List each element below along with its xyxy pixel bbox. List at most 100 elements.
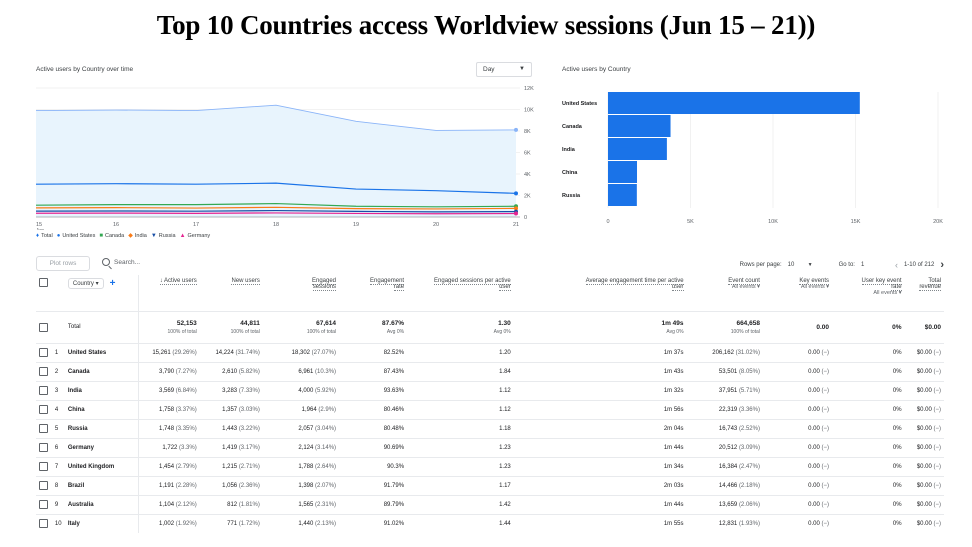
table-cell: 1,964 (2.9%) bbox=[262, 399, 340, 419]
table-cell: 2,057 (3.04%) bbox=[262, 418, 340, 438]
chevron-right-icon[interactable]: › bbox=[940, 259, 944, 271]
x-tick-label: 10K bbox=[768, 219, 778, 225]
table-cell: 0% bbox=[832, 437, 905, 457]
row-checkbox[interactable] bbox=[39, 386, 48, 395]
header-label: Total bbox=[928, 278, 941, 285]
legend-item[interactable]: ▼ Russia bbox=[151, 233, 176, 239]
header-user-key-event-rate[interactable]: User key event rate All events ▾ bbox=[832, 275, 905, 311]
table-row[interactable]: 6 Germany 1,722 (3.3%) 1,419 (3.17%) 2,124 (… bbox=[36, 437, 944, 457]
table-cell: 0.00 (−) bbox=[762, 437, 833, 457]
header-key-events[interactable]: Key events All events ▾ bbox=[763, 275, 832, 311]
header-engagement-rate[interactable]: Engagement rate bbox=[339, 275, 407, 311]
legend-item[interactable]: ■ Canada bbox=[99, 233, 124, 239]
row-checkbox[interactable] bbox=[39, 443, 48, 452]
y-tick-label: 8K bbox=[524, 129, 531, 135]
series-line-united-states bbox=[35, 182, 517, 194]
row-checkbox[interactable] bbox=[39, 462, 48, 471]
header-active-users[interactable]: ↓ Active users bbox=[138, 275, 199, 311]
table-row[interactable]: 3 India 3,569 (6.84%) 3,283 (7.33%) 4,000 (5… bbox=[36, 380, 944, 400]
table-row[interactable]: 9 Australia 1,104 (2.12%) 812 (1.81%) 1,565 … bbox=[36, 494, 944, 514]
row-number: 9 bbox=[51, 494, 65, 514]
table-row[interactable]: 7 United Kingdom 1,454 (2.79%) 1,215 (2.71%… bbox=[36, 456, 944, 476]
table-cell: 1,440 (2.13%) bbox=[262, 513, 340, 533]
bar[interactable] bbox=[608, 161, 638, 183]
table-cell: 37,951 (5.71%) bbox=[686, 380, 763, 400]
plot-rows-button[interactable]: Plot rows bbox=[36, 256, 90, 271]
row-country: Italy bbox=[64, 513, 139, 533]
bar[interactable] bbox=[608, 184, 637, 206]
y-tick-label: 10K bbox=[524, 108, 534, 114]
row-checkbox[interactable] bbox=[39, 367, 48, 376]
table-cell: 771 (1.72%) bbox=[199, 513, 263, 533]
legend-item[interactable]: ♦ Total bbox=[36, 233, 53, 239]
header-sublabel[interactable]: All events ▾ bbox=[800, 284, 830, 290]
table-cell: 1,454 (2.79%) bbox=[138, 456, 200, 476]
row-checkbox[interactable] bbox=[39, 500, 48, 509]
table-cell: 1.42 bbox=[407, 494, 514, 514]
table-cell: 93.63% bbox=[339, 380, 408, 400]
table-cell: 14,224 (31.74%) bbox=[199, 342, 263, 362]
table-cell: 1m 44s bbox=[513, 494, 687, 514]
table-total-row: Total 52,153 100% of total 44,811 100% of to… bbox=[36, 310, 944, 343]
legend-item[interactable]: ● United States bbox=[57, 233, 96, 239]
header-sublabel[interactable]: All events ▾ bbox=[873, 290, 902, 296]
header-total-revenue[interactable]: Total revenue bbox=[905, 275, 944, 311]
table-row[interactable]: 10 Italy 1,002 (1.92%) 771 (1.72%) 1,440 (2.… bbox=[36, 513, 944, 533]
row-checkbox[interactable] bbox=[39, 424, 48, 433]
add-dimension-icon[interactable]: + bbox=[109, 278, 116, 289]
table-cell: 0% bbox=[832, 361, 905, 381]
header-event-count[interactable]: Event count All events ▾ bbox=[687, 275, 763, 311]
header-avg-engagement-time[interactable]: Average engagement time per active user bbox=[514, 275, 687, 311]
header-label: Engagement bbox=[370, 278, 405, 285]
table-cell: 1,748 (3.35%) bbox=[138, 418, 200, 438]
table-cell: 0.00 (−) bbox=[762, 361, 833, 381]
row-checkbox[interactable] bbox=[39, 481, 48, 490]
x-tick-label: 16 bbox=[113, 222, 119, 228]
header-label: New users bbox=[231, 278, 260, 285]
header-sublabel: rate bbox=[891, 284, 902, 291]
bar[interactable] bbox=[608, 115, 671, 137]
bar-category-label: China bbox=[562, 170, 578, 176]
table-cell: 1,722 (3.3%) bbox=[138, 437, 200, 457]
chevron-down-icon[interactable]: ▼ bbox=[807, 262, 813, 268]
table-row[interactable]: 8 Brazil 1,191 (2.28%) 1,056 (2.36%) 1,398 (… bbox=[36, 475, 944, 495]
legend-label: Canada bbox=[104, 233, 125, 239]
goto-input[interactable]: 1 bbox=[860, 262, 865, 268]
series-line-india bbox=[35, 206, 517, 210]
row-number: 8 bbox=[51, 475, 65, 495]
series-line-total bbox=[35, 104, 517, 131]
header-label: Engaged bbox=[312, 278, 337, 285]
table-row[interactable]: 1 United States 15,261 (29.26%) 14,224 (31.… bbox=[36, 342, 944, 362]
table-cell: $0.00 (−) bbox=[904, 342, 944, 362]
bar[interactable] bbox=[608, 92, 860, 114]
header-select-all[interactable] bbox=[36, 275, 52, 311]
dimension-select[interactable]: Country ▾ bbox=[67, 278, 104, 289]
interval-select[interactable]: Day ▼ bbox=[476, 62, 532, 77]
table-cell: 0% bbox=[832, 342, 905, 362]
search-box[interactable]: Search... bbox=[102, 258, 140, 266]
legend-item[interactable]: ▲ Germany bbox=[180, 233, 211, 239]
row-checkbox[interactable] bbox=[39, 348, 48, 357]
bar[interactable] bbox=[608, 138, 667, 160]
header-engaged-sessions-per-user[interactable]: Engaged sessions per active user bbox=[407, 275, 514, 311]
table-row[interactable]: 5 Russia 1,748 (3.35%) 1,443 (3.22%) 2,057 (… bbox=[36, 418, 944, 438]
table-cell: $0.00 (−) bbox=[904, 494, 944, 514]
table-cell: 0% bbox=[832, 399, 905, 419]
row-checkbox[interactable] bbox=[39, 519, 48, 529]
row-checkbox[interactable] bbox=[39, 405, 48, 414]
chevron-left-icon[interactable]: ‹ bbox=[894, 260, 898, 270]
y-tick-label: 0 bbox=[524, 215, 527, 221]
header-engaged-sessions[interactable]: Engaged sessions bbox=[263, 275, 339, 311]
row-checkbox[interactable] bbox=[39, 322, 48, 332]
header-new-users[interactable]: New users bbox=[200, 275, 263, 311]
table-row[interactable]: 4 China 1,758 (3.37%) 1,357 (3.03%) 1,964 (2… bbox=[36, 399, 944, 419]
table-cell: 3,283 (7.33%) bbox=[199, 380, 263, 400]
rows-per-page-select[interactable]: 10 bbox=[788, 262, 802, 268]
table-cell: 0.00 (−) bbox=[762, 418, 833, 438]
select-all-checkbox[interactable] bbox=[39, 278, 48, 287]
header-sublabel[interactable]: All events ▾ bbox=[731, 284, 760, 290]
table-cell: $0.00 (−) bbox=[904, 399, 944, 419]
table-row[interactable]: 2 Canada 3,790 (7.27%) 2,610 (5.82%) 6,961 (… bbox=[36, 361, 944, 381]
legend-item[interactable]: ◆ India bbox=[128, 233, 147, 239]
search-icon bbox=[102, 258, 110, 266]
